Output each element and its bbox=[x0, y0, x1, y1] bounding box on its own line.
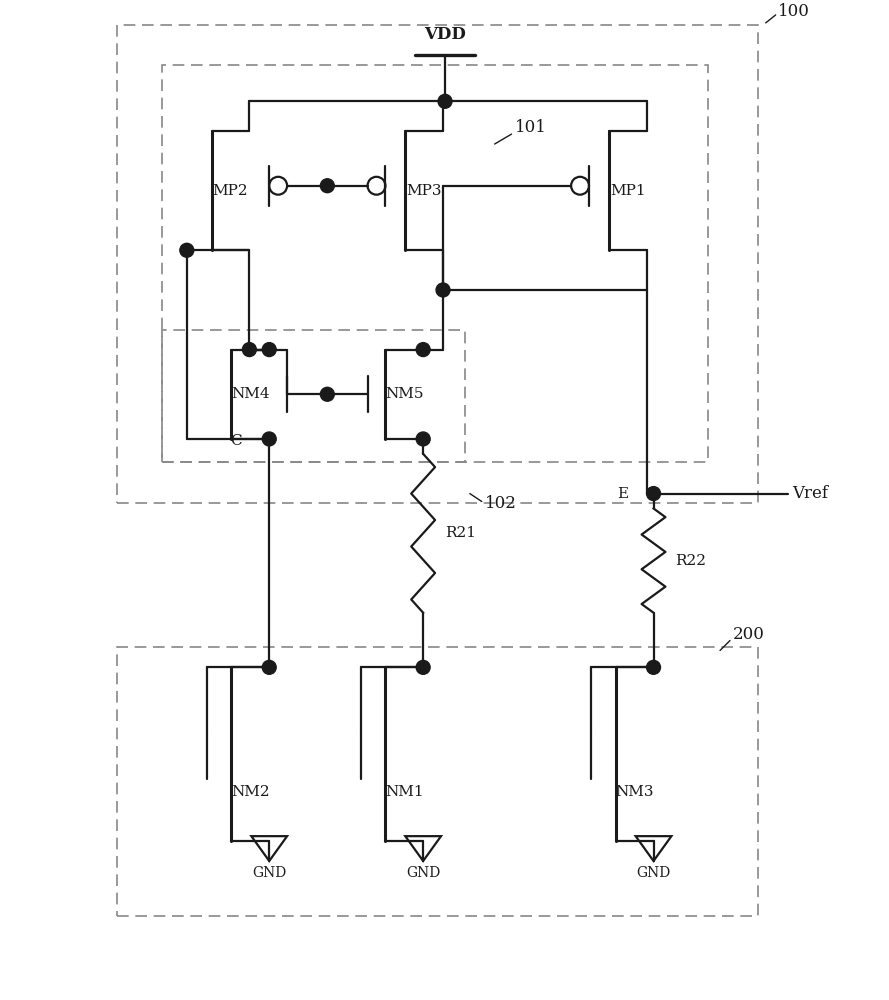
Circle shape bbox=[320, 179, 334, 193]
Text: MP3: MP3 bbox=[406, 184, 442, 198]
Text: GND: GND bbox=[637, 866, 670, 880]
Bar bbox=[117, 25, 757, 503]
Circle shape bbox=[436, 283, 450, 297]
Circle shape bbox=[416, 343, 430, 357]
Bar bbox=[117, 647, 757, 916]
Circle shape bbox=[646, 660, 661, 674]
Text: MP1: MP1 bbox=[610, 184, 645, 198]
Circle shape bbox=[320, 387, 334, 401]
Text: NM1: NM1 bbox=[385, 785, 423, 799]
Text: 200: 200 bbox=[733, 626, 765, 643]
Text: E: E bbox=[618, 487, 629, 501]
Text: GND: GND bbox=[406, 866, 440, 880]
Circle shape bbox=[416, 432, 430, 446]
Text: NM5: NM5 bbox=[385, 387, 423, 401]
Circle shape bbox=[262, 343, 276, 357]
Circle shape bbox=[416, 660, 430, 674]
Text: C: C bbox=[229, 434, 242, 448]
Bar bbox=[162, 330, 465, 462]
Text: 102: 102 bbox=[485, 495, 517, 512]
Text: 101: 101 bbox=[515, 119, 547, 136]
Text: MP2: MP2 bbox=[212, 184, 248, 198]
Text: Vref: Vref bbox=[793, 485, 829, 502]
Bar bbox=[162, 65, 709, 462]
Circle shape bbox=[180, 243, 194, 257]
Text: GND: GND bbox=[252, 866, 286, 880]
Circle shape bbox=[438, 94, 452, 108]
Text: VDD: VDD bbox=[424, 26, 466, 43]
Text: R22: R22 bbox=[676, 554, 707, 568]
Circle shape bbox=[262, 432, 276, 446]
Text: 100: 100 bbox=[778, 3, 810, 20]
Circle shape bbox=[646, 487, 661, 501]
Text: R21: R21 bbox=[445, 526, 476, 540]
Text: NM2: NM2 bbox=[231, 785, 269, 799]
Text: NM4: NM4 bbox=[231, 387, 269, 401]
Text: NM3: NM3 bbox=[615, 785, 654, 799]
Circle shape bbox=[262, 660, 276, 674]
Circle shape bbox=[243, 343, 256, 357]
Text: D: D bbox=[418, 434, 430, 448]
